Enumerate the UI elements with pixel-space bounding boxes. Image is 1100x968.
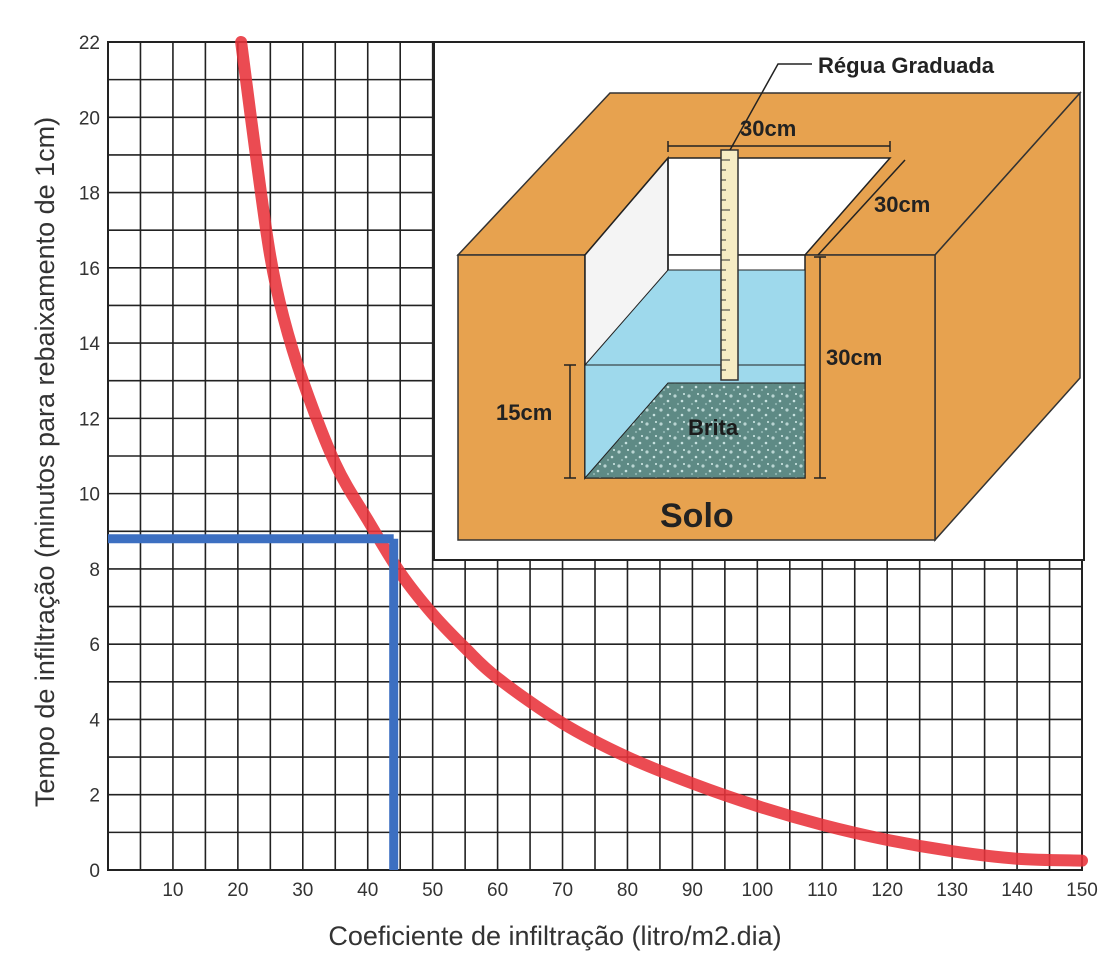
x-tick-label: 100 <box>741 880 773 901</box>
x-tick-label: 120 <box>871 880 903 901</box>
x-tick-label: 140 <box>1001 880 1033 901</box>
x-axis-title: Coeficiente de infiltração (litro/m2.dia… <box>328 921 781 951</box>
x-tick-label: 90 <box>682 880 703 901</box>
y-axis-title: Tempo de infiltração (minutos para rebai… <box>30 117 60 807</box>
y-tick-label: 8 <box>89 560 100 581</box>
ruler-leader-line <box>729 63 812 151</box>
x-tick-label: 50 <box>422 880 443 901</box>
x-tick-label: 40 <box>357 880 378 901</box>
x-tick-label: 110 <box>807 880 837 901</box>
depth-label: 30cm <box>826 345 882 370</box>
y-tick-label: 16 <box>79 259 100 280</box>
y-tick-label: 6 <box>89 635 100 656</box>
x-tick-label: 30 <box>292 880 313 901</box>
x-tick-label: 150 <box>1066 880 1098 901</box>
y-tick-label: 14 <box>79 334 101 355</box>
x-tick-label: 60 <box>487 880 508 901</box>
graduated-ruler <box>720 149 739 381</box>
gravel-layer <box>583 382 806 479</box>
side-width-label: 30cm <box>874 192 930 217</box>
series-layer <box>235 36 1088 867</box>
ruler-label: Régua Graduada <box>818 53 995 78</box>
reference-lines <box>108 534 399 870</box>
soil-label: Solo <box>660 497 734 535</box>
x-tick-label: 130 <box>936 880 968 901</box>
y-tick-labels: 0 2 4 6 8 10 12 14 16 18 20 22 <box>79 33 101 882</box>
y-tick-label: 0 <box>89 861 100 882</box>
ruler-ticks <box>721 159 730 371</box>
y-tick-label: 2 <box>89 786 100 807</box>
y-tick-label: 10 <box>79 485 100 506</box>
x-tick-label: 20 <box>227 880 248 901</box>
y-tick-label: 22 <box>79 33 100 54</box>
x-tick-labels: 10 20 30 40 50 60 70 80 90 100 110 120 130 140 150 <box>162 880 1097 901</box>
gravel-label: Brita <box>688 415 739 440</box>
x-tick-label: 70 <box>552 880 573 901</box>
top-width-label: 30cm <box>740 116 796 141</box>
x-tick-label: 10 <box>162 880 183 901</box>
y-tick-label: 20 <box>79 108 100 129</box>
infiltration-curve <box>235 36 1088 867</box>
infiltration-test-diagram: Régua Graduada 30cm 30cm 30cm 15cm Brita… <box>433 41 1085 561</box>
y-tick-label: 4 <box>89 710 100 731</box>
gravel-height-label: 15cm <box>496 400 552 425</box>
y-tick-label: 12 <box>79 409 100 430</box>
y-tick-label: 18 <box>79 184 100 205</box>
x-tick-label: 80 <box>617 880 638 901</box>
